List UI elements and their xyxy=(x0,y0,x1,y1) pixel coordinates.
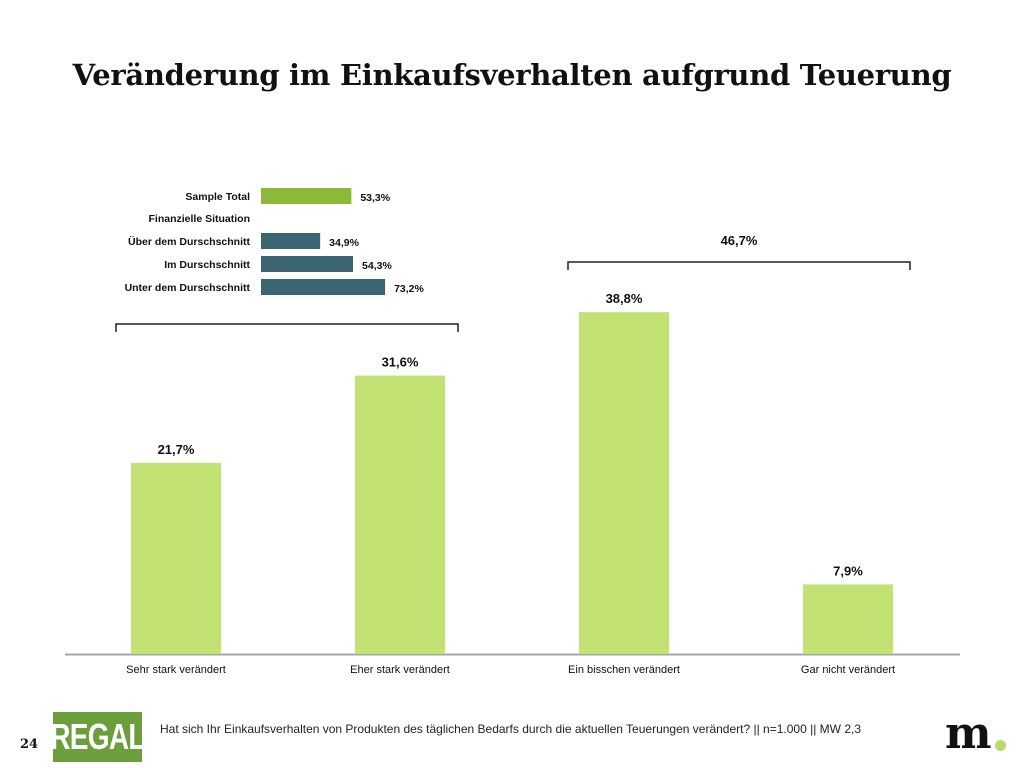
x-tick-label-4: Gar nicht verändert xyxy=(801,664,895,676)
inset-row-label-3: Über dem Durschschnitt xyxy=(128,235,250,248)
data-label-1: 21,7% xyxy=(158,442,195,457)
brackets: 46,7% xyxy=(115,233,911,332)
bracket-label-2: 46,7% xyxy=(721,233,758,248)
data-label-4: 7,9% xyxy=(833,563,863,578)
inset-value-label-4: 54,3% xyxy=(362,260,392,272)
bar-3 xyxy=(579,312,669,654)
bar-4 xyxy=(803,584,893,654)
footer-note: Hat sich Ihr Einkaufsverhalten von Produ… xyxy=(160,722,861,736)
inset-bar-5 xyxy=(261,279,386,295)
x-tick-label-2: Eher stark verändert xyxy=(350,664,450,676)
inset-row-label-4: Im Durschschnitt xyxy=(164,259,250,271)
bar-2 xyxy=(355,375,445,654)
x-tick-label-3: Ein bisschen verändert xyxy=(568,664,680,676)
main-bars: 21,7% Sehr stark verändert 31,6% Eher stark… xyxy=(65,291,960,676)
inset-value-label-3: 34,9% xyxy=(329,237,359,249)
bracket-2 xyxy=(567,261,911,270)
inset-bar-4 xyxy=(261,256,354,272)
agency-logo: m xyxy=(945,708,992,759)
agency-logo-dot xyxy=(995,740,1006,751)
data-label-2: 31,6% xyxy=(382,355,419,370)
slide-title: Veränderung im Einkaufsverhalten aufgrun… xyxy=(72,58,952,92)
regal-logo-text: REGAL xyxy=(50,716,145,757)
regal-logo: REGAL xyxy=(50,712,145,762)
inset-row-label-5: Unter dem Durschschnitt xyxy=(125,282,251,294)
inset-bar-1 xyxy=(261,188,352,204)
inset-row-label-1: Sample Total xyxy=(185,191,250,203)
inset-chart: Sample Total 53,3% Finanzielle Situation Üb… xyxy=(125,188,425,295)
inset-value-label-1: 53,3% xyxy=(360,192,390,204)
data-label-3: 38,8% xyxy=(606,291,643,306)
inset-row-label-2: Finanzielle Situation xyxy=(148,213,250,225)
inset-bar-3 xyxy=(261,233,321,249)
page-number: 24 xyxy=(20,737,39,752)
bar-1 xyxy=(131,462,221,654)
bracket-1 xyxy=(115,323,459,332)
x-tick-label-1: Sehr stark verändert xyxy=(126,664,226,676)
inset-value-label-5: 73,2% xyxy=(394,283,424,295)
